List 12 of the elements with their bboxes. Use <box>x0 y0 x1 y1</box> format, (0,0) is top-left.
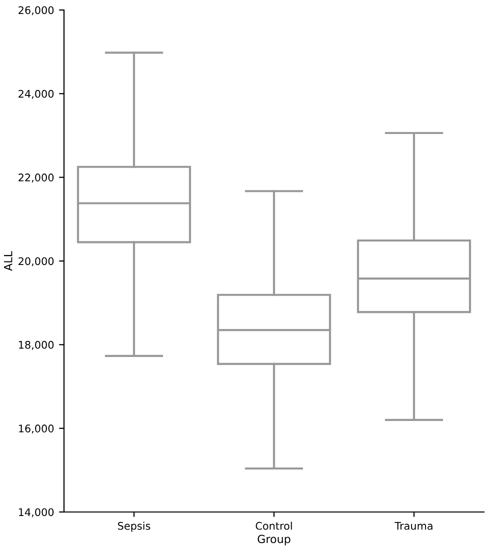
y-tick-label: 20,000 <box>18 257 54 266</box>
x-tick-label: Sepsis <box>118 522 150 532</box>
x-tick-label: Trauma <box>394 522 432 530</box>
y-tick-label: 14,000 <box>18 508 54 518</box>
x-tick-label: Control <box>256 522 292 530</box>
y-tick-label: 26,000 <box>18 6 54 16</box>
y-axis-title: ALL <box>4 251 12 271</box>
y-tick-label: 16,000 <box>18 424 54 434</box>
y-tick-label: 22,000 <box>18 174 54 182</box>
x-axis-title: Group <box>258 534 290 546</box>
y-tick-label: 18,000 <box>18 340 54 350</box>
y-tick-label: 24,000 <box>18 90 54 99</box>
